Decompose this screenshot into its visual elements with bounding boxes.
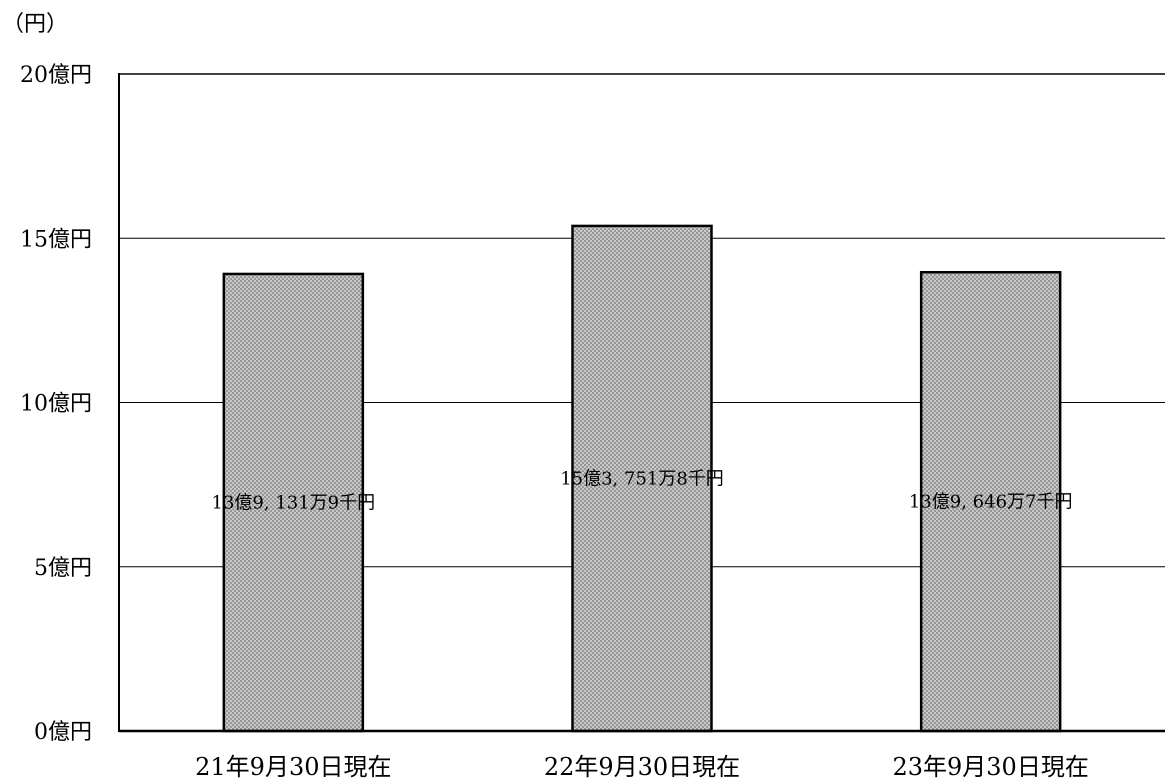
y-tick-label: 10億円 [20,392,92,417]
y-tick-label: 15億円 [20,227,92,252]
y-tick-label: 20億円 [20,63,92,88]
data-label: 13億9, 131万9千円 [212,492,376,513]
x-category-label: 22年9月30日現在 [544,753,740,781]
x-category-labels: 21年9月30日現在 22年9月30日現在 23年9月30日現在 [195,753,1089,781]
y-tick-label: 0億円 [34,720,92,745]
y-axis-unit-label: （円） [2,12,68,37]
y-tick-label: 5億円 [34,556,92,581]
x-category-label: 23年9月30日現在 [892,753,1088,781]
x-category-label: 21年9月30日現在 [195,753,391,781]
y-tick-labels: 0億円 5億円 10億円 15億円 20億円 [20,63,92,745]
data-label: 15億3, 751万8千円 [560,468,724,489]
data-label: 13億9, 646万7千円 [909,492,1073,513]
